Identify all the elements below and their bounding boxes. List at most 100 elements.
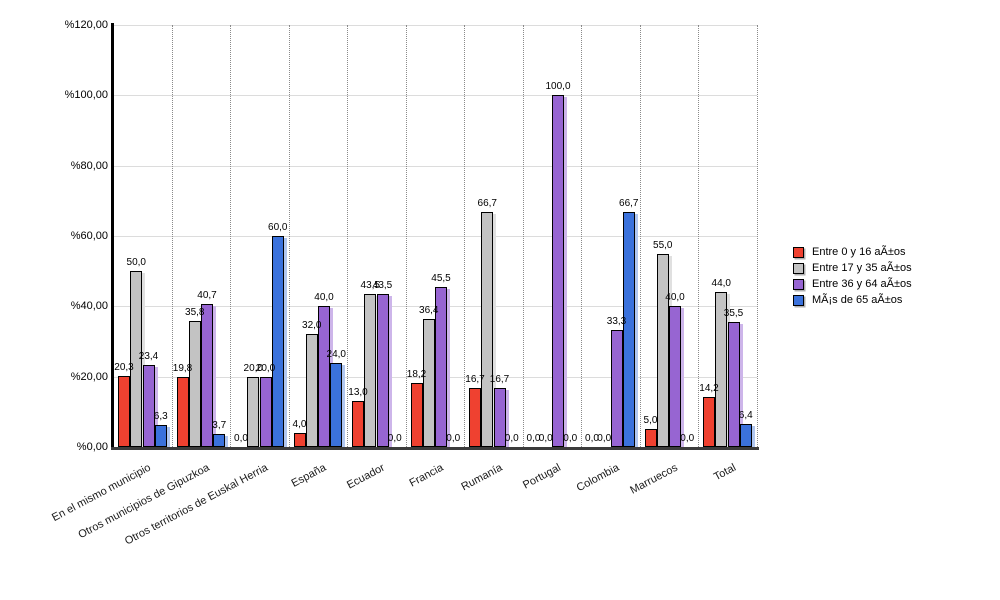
bar <box>176 377 189 447</box>
legend-swatch-icon <box>793 246 804 258</box>
bar-value-label: 0,0 <box>538 433 553 444</box>
bar <box>727 322 740 447</box>
bar <box>364 294 377 447</box>
bar-value-label: 43,5 <box>372 280 393 292</box>
y-axis-tick-label: %20,00 <box>70 370 108 383</box>
group-separator <box>756 25 758 447</box>
category-label: Rumanía <box>459 461 505 494</box>
bar <box>715 292 728 447</box>
group-separator <box>698 25 699 447</box>
bar-value-label: 23,4 <box>138 350 159 362</box>
bar <box>703 397 715 447</box>
bar-value-label: 32,0 <box>302 320 322 332</box>
gridline <box>113 376 757 378</box>
bar-value-label: 36,4 <box>419 304 439 316</box>
legend-swatch-icon <box>793 294 804 306</box>
bar-value-label: 35,8 <box>185 307 205 319</box>
bar-value-label: 55,0 <box>653 239 673 251</box>
bar <box>130 271 143 447</box>
bar <box>352 401 364 447</box>
bar-value-label: 60,0 <box>268 222 288 233</box>
gridline <box>113 25 757 26</box>
bar-value-label: 0,0 <box>526 433 541 444</box>
bar-value-label: 44,0 <box>711 278 731 290</box>
gridline <box>113 95 757 97</box>
bar <box>330 362 343 447</box>
bar-value-label: 20,3 <box>114 361 134 373</box>
bar-value-label: 0,0 <box>680 433 695 444</box>
legend-label: MÃ¡s de 65 aÃ±os <box>812 294 903 306</box>
legend-item: MÃ¡s de 65 aÃ±os <box>793 294 912 306</box>
group-separator <box>522 25 524 447</box>
y-axis-tick-label: %40,00 <box>70 300 108 313</box>
bar-value-label: 66,7 <box>619 198 639 210</box>
y-axis-tick-label: %120,00 <box>64 19 108 31</box>
bar-value-label: 43,5 <box>360 280 380 292</box>
bar-value-label: 14,2 <box>699 383 719 395</box>
bar-value-label: 16,7 <box>465 374 485 386</box>
group-separator <box>171 25 173 447</box>
y-axis-tick-label: %0,00 <box>76 441 108 453</box>
bar-value-label: 0,0 <box>597 433 612 444</box>
group-separator <box>464 25 465 447</box>
bar-value-label: 6,4 <box>738 410 753 422</box>
group-separator <box>639 25 641 447</box>
bar <box>376 294 389 447</box>
legend-item: Entre 36 y 64 aÃ±os <box>793 278 912 290</box>
bar-value-label: 4,0 <box>292 418 307 430</box>
category-label: Portugal <box>520 461 563 492</box>
bar-value-label: 33,3 <box>606 315 627 327</box>
group-separator <box>288 25 290 447</box>
category-label: España <box>289 461 329 490</box>
bar-value-label: 0,0 <box>563 433 578 444</box>
group-separator <box>230 25 231 447</box>
y-axis-tick-label: %100,00 <box>64 89 108 102</box>
bar-value-label: 19,8 <box>172 363 193 375</box>
bar-value-label: 0,0 <box>387 433 402 444</box>
bar-value-label: 40,7 <box>197 289 217 301</box>
bar <box>305 334 318 447</box>
category-label: Ecuador <box>345 461 388 492</box>
bar <box>201 303 213 447</box>
bar-value-label: 40,0 <box>314 292 334 304</box>
bar-value-label: 16,7 <box>489 374 510 386</box>
legend: Entre 0 y 16 aÃ±os Entre 17 y 35 aÃ±os Ent… <box>793 246 912 310</box>
category-label: Francia <box>407 461 446 490</box>
bar-value-label: 13,0 <box>348 387 368 399</box>
bar-value-label: 5,0 <box>643 415 658 427</box>
bar <box>247 376 260 447</box>
bar-value-label: 0,0 <box>446 433 461 444</box>
bar-value-label: 100,0 <box>545 81 571 93</box>
bar-value-label: 3,7 <box>212 419 227 431</box>
gridline <box>113 165 757 167</box>
bar-value-label: 6,3 <box>153 410 168 422</box>
bar <box>622 212 635 447</box>
bar <box>422 318 435 447</box>
bar <box>493 388 506 447</box>
x-axis-line <box>111 447 759 450</box>
group-separator <box>347 25 348 447</box>
bar <box>259 376 272 447</box>
category-label: Marruecos <box>628 461 680 497</box>
bar <box>154 424 167 447</box>
bar-value-label: 0,0 <box>585 433 599 444</box>
gridline <box>113 236 757 237</box>
bar <box>481 212 494 447</box>
legend-label: Entre 36 y 64 aÃ±os <box>812 278 912 290</box>
legend-item: Entre 0 y 16 aÃ±os <box>793 246 912 258</box>
bar-value-label: 0,0 <box>504 433 519 444</box>
legend-swatch-icon <box>793 262 804 274</box>
legend-label: Entre 0 y 16 aÃ±os <box>812 246 906 258</box>
y-axis-tick-label: %80,00 <box>70 159 108 172</box>
bar <box>656 253 669 447</box>
legend-swatch-icon <box>793 278 804 290</box>
bar-value-label: 20,0 <box>255 362 276 374</box>
bar-value-label: 66,7 <box>477 198 497 210</box>
bar <box>271 236 284 447</box>
legend-label: Entre 17 y 35 aÃ±os <box>812 262 912 274</box>
bar-value-label: 35,5 <box>723 308 744 320</box>
bar <box>644 429 657 447</box>
bar <box>435 286 447 447</box>
bar <box>610 329 623 447</box>
